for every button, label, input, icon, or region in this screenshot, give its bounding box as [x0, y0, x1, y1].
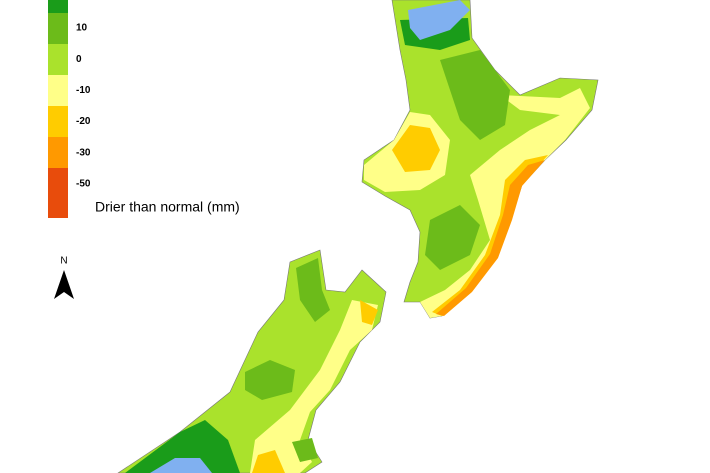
legend-label: -30 — [76, 147, 91, 158]
legend-swatch — [48, 75, 68, 106]
zone-dry-east — [250, 300, 378, 473]
legend-swatch — [48, 44, 68, 75]
zone-drier-west — [392, 125, 440, 172]
legend-swatch — [48, 168, 68, 218]
harbour — [408, 0, 470, 40]
zone-drier-east — [360, 300, 378, 325]
legend-label: 10 — [76, 23, 88, 34]
north-island — [361, 0, 599, 319]
legend-caption: Drier than normal (mm) — [95, 199, 240, 215]
legend-label: -50 — [76, 179, 91, 190]
zone-driest — [436, 160, 545, 316]
legend-label: -20 — [76, 116, 91, 127]
legend-label: -10 — [76, 85, 91, 96]
zone-wet-central — [425, 205, 480, 270]
south-island — [117, 249, 387, 473]
zone-wet-east — [292, 438, 318, 462]
legend-label: 0 — [76, 54, 82, 65]
legend: 10 0 -10 -20 -30 -50 — [48, 0, 91, 218]
land-base — [117, 249, 387, 473]
zone-drier-south — [252, 450, 285, 473]
zone-wet — [440, 50, 510, 140]
zone-wetter-south — [125, 420, 240, 473]
zone-wet-central — [245, 360, 295, 400]
north-arrow-icon — [54, 270, 74, 299]
legend-swatch — [48, 0, 68, 13]
zone-wet-north — [296, 258, 330, 322]
legend-swatch — [48, 106, 68, 137]
north-arrow: N — [54, 256, 74, 299]
legend-swatch — [48, 13, 68, 44]
north-label: N — [60, 256, 67, 267]
lake-region — [150, 458, 212, 473]
legend-swatch — [48, 137, 68, 168]
